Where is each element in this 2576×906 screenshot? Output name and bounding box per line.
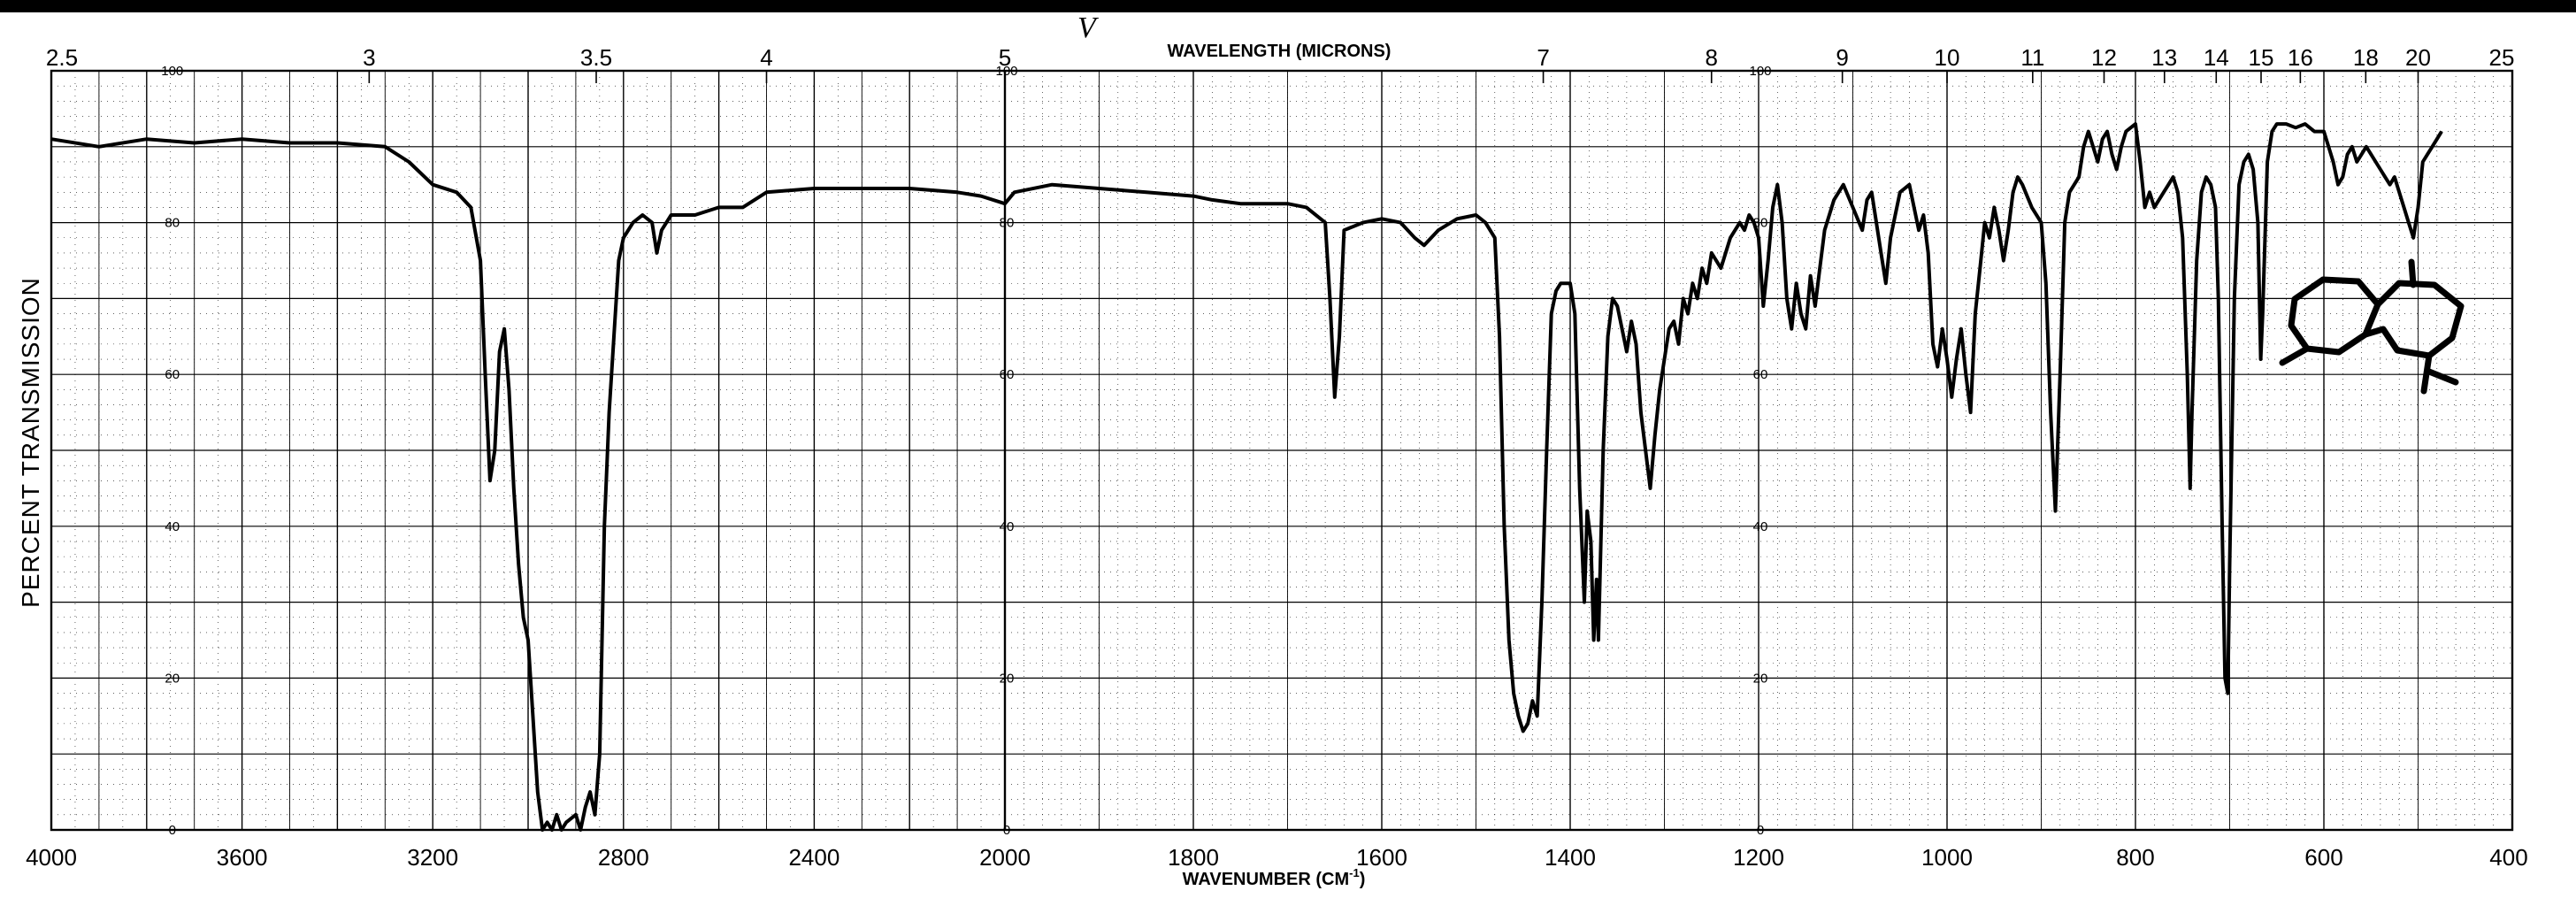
- molecule-structure-drawing: [2279, 258, 2465, 395]
- bottom-tick-label: 1800: [1168, 844, 1219, 871]
- y-axis-title: PERCENT TRANSMISSION: [17, 277, 44, 608]
- top-tick-label: 20: [2405, 44, 2431, 71]
- bottom-tick-label: 2800: [598, 844, 649, 871]
- x-axis-title-main: WAVENUMBER (CM: [1183, 870, 1350, 889]
- top-tick-label: 14: [2204, 44, 2229, 71]
- bottom-tick-label: 1400: [1545, 844, 1596, 871]
- top-tick-label: 4: [760, 44, 772, 71]
- spectrum-trace: [50, 122, 2443, 832]
- grid-layer: [50, 71, 2513, 830]
- bottom-tick-label: 2000: [979, 844, 1031, 871]
- top-tick-label: 8: [1706, 44, 1718, 71]
- top-tick-label: 13: [2151, 44, 2177, 71]
- top-axis-title: WAVELENGTH (MICRONS): [1168, 42, 1392, 61]
- percent-tick-label: 0: [169, 823, 176, 838]
- bottom-tick-label: 1200: [1733, 844, 1784, 871]
- x-axis-title: WAVENUMBER (CM-1): [1183, 866, 1366, 889]
- top-tick-label: 10: [1935, 44, 1960, 71]
- percent-tick-label: 60: [1000, 367, 1015, 382]
- percent-tick-label: 60: [1753, 367, 1768, 382]
- bottom-tick-label: 600: [2304, 844, 2342, 871]
- top-tick-label: 3: [363, 44, 375, 71]
- plot-frame: [50, 69, 2514, 832]
- x-axis-title-close: ): [1360, 870, 1366, 889]
- top-tick-label: 18: [2353, 44, 2379, 71]
- percent-tick-label: 100: [995, 64, 1017, 79]
- top-tick-label: 12: [2091, 44, 2117, 71]
- top-tick-label: 11: [2020, 44, 2044, 71]
- bottom-tick-label: 1600: [1356, 844, 1407, 871]
- percent-tick-label: 20: [165, 671, 180, 686]
- percent-tick-label: 40: [1000, 519, 1015, 534]
- percent-tick-label: 60: [165, 367, 180, 382]
- top-black-band: [0, 0, 2576, 12]
- tick-labels: 4000 3600 3200 2800 2400 2000 1800 1600 1400 1200…: [26, 44, 2528, 871]
- bottom-tick-label: 400: [2489, 844, 2527, 871]
- top-tick-label: 7: [1537, 44, 1549, 71]
- percent-tick-label: 40: [1753, 519, 1768, 534]
- percent-tick-label: 0: [1003, 823, 1010, 838]
- bottom-tick-label: 4000: [26, 844, 77, 871]
- top-tick-label: 16: [2288, 44, 2313, 71]
- series-layer: [50, 122, 2443, 832]
- top-tick-label: 15: [2249, 44, 2274, 71]
- percent-tick-label: 0: [1757, 823, 1764, 838]
- top-tick-label: 25: [2489, 44, 2515, 71]
- percent-tick-label: 80: [1000, 216, 1015, 231]
- plot-border: [50, 69, 2514, 832]
- percent-tick-label: 80: [165, 216, 180, 231]
- bottom-tick-label: 2400: [788, 844, 840, 871]
- top-tick-label: 9: [1836, 44, 1848, 71]
- percent-tick-label: 100: [1749, 64, 1771, 79]
- percent-tick-label: 40: [165, 519, 180, 534]
- percent-tick-label: 100: [161, 64, 183, 79]
- percent-tick-label: 20: [1753, 671, 1768, 686]
- bottom-tick-label: 3200: [407, 844, 458, 871]
- bottom-tick-label: 1000: [1921, 844, 1973, 871]
- top-tick-label: 2.5: [46, 44, 78, 71]
- top-tick-label: 3.5: [580, 44, 612, 71]
- bottom-tick-label: 800: [2116, 844, 2154, 871]
- percent-tick-label: 20: [1000, 671, 1015, 686]
- top-tick-label: 5: [999, 44, 1011, 71]
- x-axis-title-superscript: -1: [1349, 866, 1360, 879]
- bottom-tick-label: 3600: [217, 844, 268, 871]
